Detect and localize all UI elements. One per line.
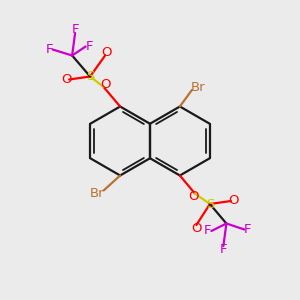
Text: F: F — [204, 224, 212, 238]
Text: S: S — [206, 197, 214, 211]
Text: F: F — [85, 40, 93, 53]
Text: Br: Br — [90, 187, 104, 200]
Text: O: O — [191, 222, 202, 235]
Text: F: F — [244, 223, 252, 236]
Text: O: O — [101, 46, 112, 59]
Text: O: O — [188, 190, 199, 203]
Text: F: F — [45, 43, 53, 56]
Text: O: O — [100, 78, 110, 92]
Text: Br: Br — [191, 81, 206, 94]
Text: F: F — [220, 243, 227, 256]
Text: S: S — [86, 70, 94, 83]
Text: O: O — [61, 73, 71, 86]
Text: F: F — [71, 23, 79, 36]
Text: O: O — [229, 194, 239, 208]
